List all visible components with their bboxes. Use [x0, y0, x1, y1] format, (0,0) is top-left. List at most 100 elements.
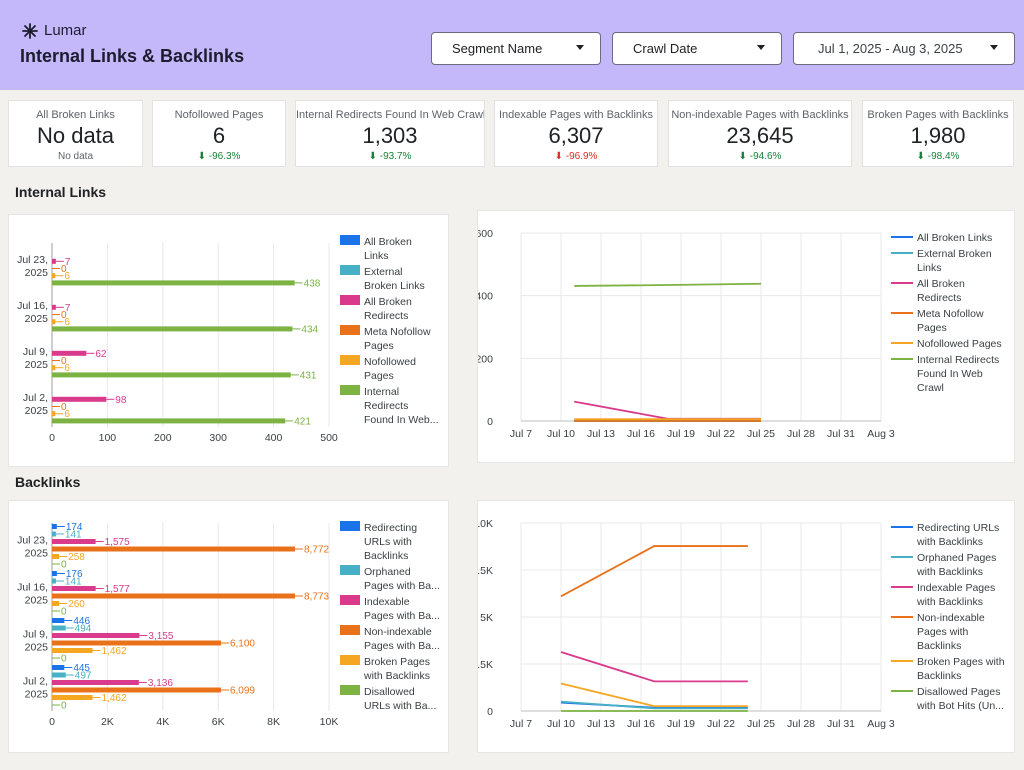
- data-label: 434: [301, 324, 318, 335]
- bar: [52, 531, 56, 537]
- x-tick-label: Jul 7: [510, 718, 532, 730]
- data-label: 141: [65, 577, 82, 588]
- crawl-date-dropdown-label: Crawl Date: [633, 41, 698, 56]
- scorecard-label: Non-indexable Pages with Backlinks: [671, 109, 849, 121]
- bar: [52, 593, 296, 599]
- data-label: 98: [115, 395, 127, 406]
- data-label: 445: [73, 663, 90, 674]
- data-label: 6: [64, 317, 70, 328]
- legend-label: Disallowed Pages: [917, 686, 1000, 698]
- legend-label: Broken Links: [364, 280, 425, 292]
- y-tick-label: 400: [478, 291, 493, 303]
- data-label: 494: [75, 624, 92, 635]
- data-label: 6: [64, 409, 70, 420]
- down-arrow-icon: ⬇: [368, 151, 377, 162]
- bar: [52, 672, 66, 678]
- bar: [52, 618, 65, 623]
- series-line: [560, 700, 748, 710]
- bar: [52, 350, 87, 356]
- data-label: 6: [64, 363, 70, 374]
- bar: [52, 258, 56, 264]
- legend-label: Nofollowed Pages: [917, 338, 1002, 350]
- legend-label: Internal: [364, 386, 399, 398]
- bar: [52, 648, 93, 653]
- legend-label: with Backlinks: [916, 566, 983, 578]
- category-label: 2025: [25, 595, 49, 607]
- scorecard-value: 1,303: [362, 123, 418, 148]
- x-tick-label: 300: [209, 432, 227, 444]
- x-tick-label: 200: [154, 432, 172, 444]
- scorecard-all-broken-links[interactable]: All Broken Links No data No data: [8, 100, 143, 167]
- series-line: [560, 651, 748, 683]
- x-tick-label: Aug 3: [867, 428, 895, 440]
- category-label: Jul 2,: [23, 392, 48, 404]
- y-tick-label: 10K: [478, 518, 493, 530]
- legend-label: All Broken: [364, 236, 412, 248]
- category-label: 2025: [25, 689, 49, 701]
- bar: [52, 319, 56, 325]
- x-tick-label: Jul 22: [707, 718, 735, 730]
- scorecard-internal-redirects[interactable]: Internal Redirects Found In Web Crawl 1,…: [295, 100, 485, 167]
- series-line: [560, 682, 748, 708]
- scorecard-broken-pages-backlinks[interactable]: Broken Pages with Backlinks 1,980 ⬇ -98.…: [862, 100, 1014, 167]
- legend-label: Orphaned Pages: [917, 552, 996, 564]
- data-label: 62: [95, 349, 107, 360]
- bar: [52, 418, 286, 424]
- legend-label: URLs with: [364, 536, 412, 548]
- bar: [52, 695, 93, 700]
- scorecard-nofollowed-pages[interactable]: Nofollowed Pages 6 ⬇ -96.3%: [152, 100, 286, 167]
- legend-label: Pages with: [917, 626, 969, 638]
- scorecard-indexable-pages-backlinks[interactable]: Indexable Pages with Backlinks 6,307 ⬇ -…: [494, 100, 658, 167]
- date-range-picker[interactable]: Jul 1, 2025 - Aug 3, 2025: [793, 32, 1015, 65]
- data-label: 1,577: [105, 584, 130, 595]
- data-label: 8,773: [304, 592, 329, 603]
- x-tick-label: Jul 19: [667, 718, 695, 730]
- bar: [52, 396, 107, 402]
- legend-label: with Bot Hits (Un...: [916, 700, 1004, 712]
- scorecard-non-indexable-pages-backlinks[interactable]: Non-indexable Pages with Backlinks 23,64…: [668, 100, 852, 167]
- series-line: [560, 545, 748, 598]
- backlinks-line-chart: Jul 7 Jul 10 Jul 13 Jul 16 Jul 19 Jul 22 Jul 2…: [471, 518, 1004, 730]
- legend-swatch: [340, 385, 360, 395]
- section-title-internal-links: Internal Links: [15, 184, 107, 200]
- category-label: Jul 16,: [17, 582, 48, 594]
- bar: [52, 571, 57, 576]
- scorecard-label: Internal Redirects Found In Web Crawl: [296, 109, 485, 121]
- legend-swatch: [340, 521, 360, 531]
- data-label: 141: [65, 530, 82, 541]
- x-tick-label: 400: [265, 432, 283, 444]
- bar: [52, 680, 139, 685]
- data-label: 6: [64, 271, 70, 282]
- x-tick-label: Jul 13: [587, 428, 615, 440]
- legend-swatch: [340, 265, 360, 275]
- y-tick-label: 0: [487, 416, 493, 428]
- legend-label: Backlinks: [917, 640, 961, 652]
- x-tick-label: Jul 31: [827, 428, 855, 440]
- legend-label: Meta Nofollow: [364, 326, 431, 338]
- data-label: 3,136: [148, 678, 173, 689]
- x-tick-label: 100: [99, 432, 117, 444]
- data-label: 260: [68, 599, 85, 610]
- legend-label: Pages with Ba...: [364, 640, 440, 652]
- data-label: 7: [65, 303, 71, 314]
- bar: [52, 601, 60, 606]
- data-label: 446: [73, 616, 90, 627]
- lumar-logo[interactable]: Lumar: [22, 22, 87, 39]
- x-tick-label: 4K: [156, 716, 169, 728]
- legend-label: All Broken: [364, 296, 412, 308]
- y-tick-label: 200: [478, 353, 493, 365]
- crawl-date-dropdown[interactable]: Crawl Date: [612, 32, 782, 65]
- legend-label: Nofollowed: [364, 356, 416, 368]
- scorecard-value: 6,307: [548, 123, 604, 148]
- data-label: 1,462: [101, 646, 126, 657]
- x-tick-label: Jul 31: [827, 718, 855, 730]
- down-arrow-icon: ⬇: [554, 151, 563, 162]
- legend-label: with Backlinks: [916, 536, 983, 548]
- data-label: 258: [68, 552, 85, 563]
- segment-dropdown[interactable]: Segment Name: [431, 32, 601, 65]
- data-label: 6,100: [230, 639, 255, 650]
- bar: [52, 372, 291, 378]
- backlinks-line-panel: Jul 7 Jul 10 Jul 13 Jul 16 Jul 19 Jul 22 Jul 2…: [471, 500, 1015, 753]
- category-label: Jul 23,: [17, 535, 48, 547]
- internal-links-line-chart: Jul 7 Jul 10 Jul 13 Jul 16 Jul 19 Jul 22 Jul 2…: [475, 228, 1002, 440]
